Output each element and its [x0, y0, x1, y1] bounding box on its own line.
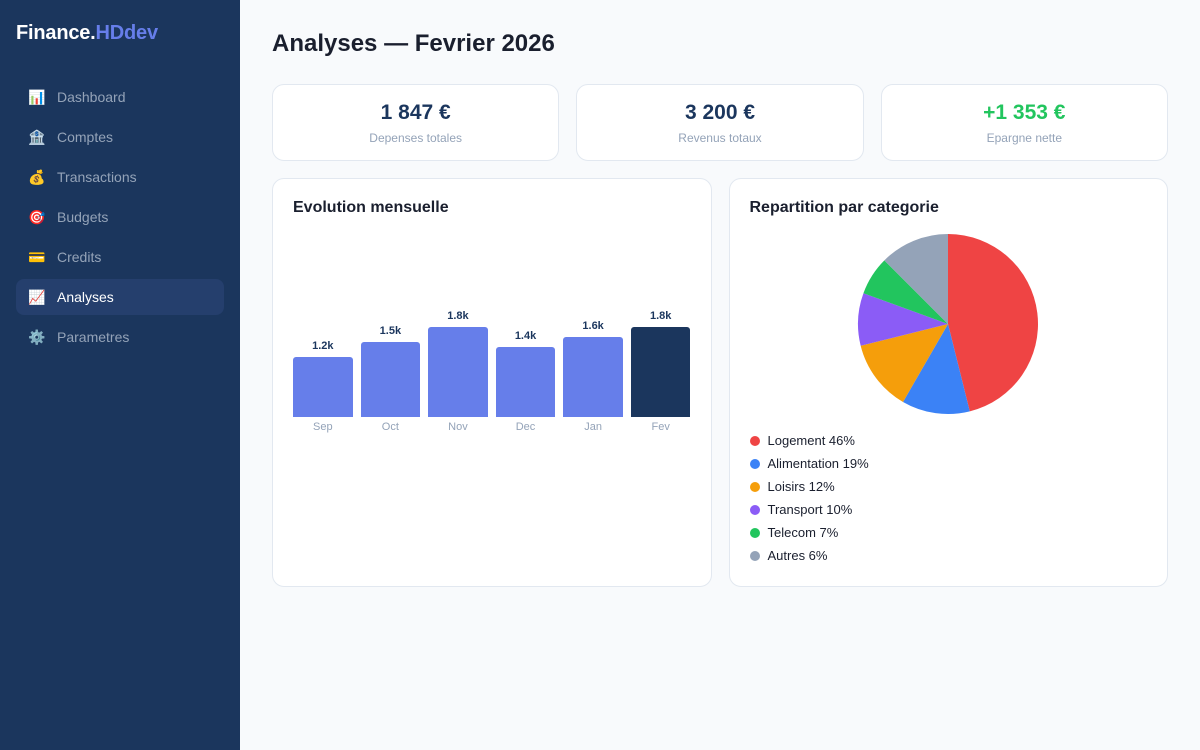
bar-column: 1.2k — [293, 267, 353, 417]
legend-dot-icon — [749, 435, 760, 446]
legend-label: Loisirs 12% — [767, 479, 835, 494]
bar-x-label: Jan — [584, 421, 602, 433]
main-content: Analyses — Fevrier 2026 1 847 € Depenses… — [240, 0, 1200, 750]
bar[interactable] — [630, 327, 691, 417]
gear-icon: ⚙️ — [28, 328, 46, 345]
pie-slice-loisirs[interactable] — [860, 324, 949, 402]
credit-card-icon: 💳 — [28, 248, 46, 265]
stat-card-savings: +1 353 € Epargne nette — [880, 84, 1168, 161]
card-title: Repartition par categorie — [749, 199, 939, 216]
bar-chart-icon: 📊 — [28, 88, 46, 105]
stat-label: Epargne nette — [986, 131, 1063, 145]
bar-value-label: 1.8k — [447, 310, 469, 322]
legend-dot-icon — [749, 504, 760, 515]
sidebar: Finance.HDdev 📊 Dashboard 🏦 Comptes 💰 Transac… — [0, 0, 240, 750]
category-breakdown-card: Repartition par categorie Logement 46% Al… — [728, 178, 1168, 587]
legend-dot-icon — [749, 527, 760, 538]
bar-column: 1.5k — [360, 267, 421, 417]
bar[interactable] — [428, 327, 488, 417]
bar-chart-x-axis: Sep Oct Nov Dec Jan Fev — [293, 421, 691, 433]
bar[interactable] — [495, 347, 556, 417]
bar[interactable] — [360, 342, 421, 417]
pie-slice-logement[interactable] — [948, 234, 1039, 412]
stat-value: 3 200 € — [684, 101, 756, 124]
legend-item: Alimentation 19% — [749, 452, 1148, 475]
stat-value: 1 847 € — [380, 101, 451, 124]
legend-label: Alimentation 19% — [767, 456, 869, 471]
logo-text: Finance. — [16, 22, 96, 44]
legend-item: Telecom 7% — [749, 521, 1148, 544]
target-icon: 🎯 — [28, 208, 46, 225]
stat-label: Depenses totales — [369, 131, 463, 145]
sidebar-item-transactions[interactable]: 💰 Transactions — [16, 159, 224, 195]
app-logo[interactable]: Finance.HDdev — [16, 22, 224, 45]
legend-label: Telecom 7% — [767, 525, 839, 540]
bar-x-label: Sep — [313, 421, 333, 433]
sidebar-item-label: Budgets — [57, 209, 109, 225]
pie-legend: Logement 46% Alimentation 19% Loisirs 12% T… — [749, 429, 1148, 567]
sidebar-nav: 📊 Dashboard 🏦 Comptes 💰 Transactions 🎯 Budgets 💳… — [16, 79, 224, 355]
bar-value-label: 1.8k — [649, 310, 672, 322]
page-title: Analyses — Fevrier 2026 — [272, 30, 555, 57]
bar-x-label: Nov — [448, 421, 468, 433]
sidebar-item-credits[interactable]: 💳 Credits — [16, 239, 224, 275]
logo-accent-text: HDdev — [95, 22, 159, 44]
legend-item: Logement 46% — [749, 429, 1148, 452]
bar-column: 1.8k — [428, 267, 488, 417]
sidebar-item-label: Analyses — [57, 289, 114, 305]
pie-slice-autres[interactable] — [884, 234, 949, 324]
bar-value-label: 1.6k — [582, 320, 604, 332]
monthly-evolution-card: Evolution mensuelle 1.2k 1.5k 1.8k 1.4k 1.6k… — [272, 178, 712, 587]
sidebar-item-dashboard[interactable]: 📊 Dashboard — [16, 79, 224, 115]
stat-card-income: 3 200 € Revenus totaux — [576, 84, 864, 161]
sidebar-item-analyses[interactable]: 📈 Analyses — [16, 279, 224, 315]
legend-label: Autres 6% — [767, 548, 828, 563]
legend-dot-icon — [749, 458, 760, 469]
money-bag-icon: 💰 — [28, 168, 46, 185]
sidebar-item-label: Credits — [57, 249, 102, 265]
legend-item: Loisirs 12% — [749, 475, 1148, 498]
card-title: Evolution mensuelle — [293, 199, 449, 216]
trend-chart-icon: 📈 — [28, 288, 46, 305]
legend-dot-icon — [749, 481, 760, 492]
bar-x-label: Oct — [381, 421, 399, 433]
bar-x-label: Dec — [515, 421, 536, 433]
pie-slice-telecom[interactable] — [863, 260, 949, 324]
legend-label: Logement 46% — [767, 433, 855, 448]
stat-label: Revenus totaux — [678, 131, 762, 145]
sidebar-item-label: Comptes — [57, 129, 114, 145]
bar-x-label: Fev — [651, 421, 670, 433]
sidebar-item-comptes[interactable]: 🏦 Comptes — [16, 119, 224, 155]
legend-label: Transport 10% — [767, 502, 853, 517]
stats-row: 1 847 € Depenses totales 3 200 € Revenus… — [272, 84, 1168, 161]
charts-row: Evolution mensuelle 1.2k 1.5k 1.8k 1.4k 1.6k… — [272, 178, 1168, 587]
bar-value-label: 1.2k — [312, 340, 334, 352]
sidebar-item-label: Parametres — [57, 329, 130, 345]
stat-card-expenses: 1 847 € Depenses totales — [272, 84, 560, 161]
bar-chart: 1.2k 1.5k 1.8k 1.4k 1.6k 1.8k — [293, 267, 691, 417]
legend-item: Autres 6% — [749, 544, 1148, 567]
bar[interactable] — [293, 357, 353, 417]
bar-column: 1.4k — [495, 267, 556, 417]
legend-dot-icon — [749, 550, 760, 561]
sidebar-item-parametres[interactable]: ⚙️ Parametres — [16, 319, 224, 355]
bar[interactable] — [563, 337, 623, 417]
bar-value-label: 1.5k — [379, 325, 402, 337]
legend-item: Transport 10% — [749, 498, 1148, 521]
bar-column: 1.6k — [563, 267, 623, 417]
pie-slice-alimentation[interactable] — [903, 324, 971, 414]
bank-icon: 🏦 — [28, 128, 46, 145]
pie-chart — [750, 233, 1148, 415]
pie-chart-svg — [858, 234, 1039, 414]
sidebar-item-label: Transactions — [57, 169, 137, 185]
sidebar-item-label: Dashboard — [57, 89, 126, 105]
bar-value-label: 1.4k — [514, 330, 537, 342]
pie-slice-transport[interactable] — [858, 293, 949, 346]
sidebar-item-budgets[interactable]: 🎯 Budgets — [16, 199, 224, 235]
stat-value: +1 353 € — [983, 101, 1066, 124]
bar-column: 1.8k — [630, 267, 691, 417]
